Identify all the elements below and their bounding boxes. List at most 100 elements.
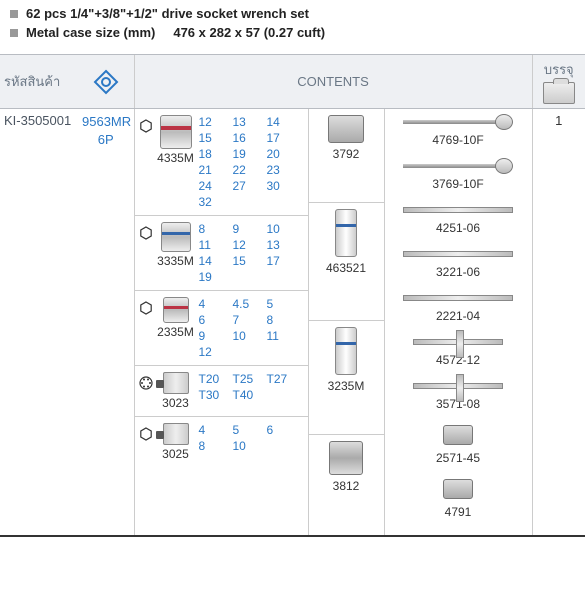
header-row: รหัสสินค้า CONTENTS บรรจุ [0,55,585,109]
size-value: 13 [233,115,263,129]
socket-name: 3335M [157,254,194,268]
size-value: 4 [199,423,229,437]
cell-accessories: 3792 463521 3235M 3812 [308,109,384,537]
tool-cell: 4769-10F [385,109,532,153]
accessory-name: 463521 [326,261,366,275]
size-value: 12 [199,115,229,129]
size-value: 14 [267,115,297,129]
tool-cell: 3571-08 [385,373,532,417]
hex-icon [139,226,153,240]
bullet-square-icon [10,10,18,18]
size-value: 23 [267,163,297,177]
tool-image [403,251,513,257]
size-value: 9 [199,329,229,343]
cell-sockets: 4335M12131415161718192021222324273032333… [134,109,308,537]
tool-image [403,295,513,301]
bullet-2-label: Metal case size (mm) [26,25,155,40]
header-contents: CONTENTS [134,55,532,109]
accessory-name: 3792 [333,147,360,161]
tool-cell: 4572-12 [385,329,532,373]
socket-name: 3023 [162,396,189,410]
model-line1: 9563MR [82,113,130,131]
tool-name: 4769-10F [432,133,483,147]
case-icon [543,82,575,104]
size-value: 10 [267,222,297,236]
size-value: 19 [199,270,229,284]
size-value: 11 [199,238,229,252]
socket-image: 4335M [159,115,193,165]
tool-image [413,339,503,345]
size-value: T40 [233,388,263,402]
model-line2: 6P [82,131,130,149]
size-value: 6 [199,313,229,327]
size-value: 17 [267,254,297,268]
tool-cell: 3769-10F [385,153,532,197]
size-value: 15 [199,131,229,145]
tool-name: 3769-10F [432,177,483,191]
accessory-cell: 3792 [309,109,384,203]
size-value: 8 [199,439,229,453]
bullet-2-text: Metal case size (mm) 476 x 282 x 57 (0.27… [26,25,325,40]
size-value: 32 [199,195,229,209]
size-value: 21 [199,163,229,177]
size-value: 7 [233,313,263,327]
size-value: 27 [233,179,263,193]
torx-icon [139,376,153,390]
size-value: 10 [233,439,263,453]
socket-block: 2335M44.556789101112 [135,291,308,366]
hex-icon [139,119,153,133]
bullet-1-text: 62 pcs 1/4"+3/8"+1/2" drive socket wrenc… [26,6,309,21]
header-qty-label: บรรจุ [537,59,582,80]
contents-table: รหัสสินค้า CONTENTS บรรจุ KI-3505001 956… [0,54,585,537]
accessory-cell: 3235M [309,321,384,435]
header-qty: บรรจุ [532,55,585,109]
size-value: 8 [267,313,297,327]
size-value: 4 [199,297,229,311]
accessory-image [329,441,363,475]
cell-tools: 4769-10F 3769-10F 4251-06 3221-06 2221-04 457… [384,109,532,537]
spec-bullets: 62 pcs 1/4"+3/8"+1/2" drive socket wrenc… [0,0,585,54]
tool-cell: 2571-45 [385,417,532,471]
socket-name: 2335M [157,325,194,339]
accessory-name: 3812 [333,479,360,493]
size-value: 5 [267,297,297,311]
tool-image [403,117,513,127]
tool-cell: 4251-06 [385,197,532,241]
bullet-2-value: 476 x 282 x 57 (0.27 cuft) [173,25,325,40]
tool-image [413,383,503,389]
size-value: T27 [267,372,297,386]
size-value: T20 [199,372,229,386]
socket-name: 3025 [162,447,189,461]
tool-name: 2221-04 [436,309,480,323]
size-value: 10 [233,329,263,343]
cell-qty: 1 [532,109,585,537]
socket-image: 2335M [159,297,193,339]
accessory-cell: 3812 [309,435,384,535]
size-value: 4.5 [233,297,263,311]
tool-name: 4251-06 [436,221,480,235]
socket-sizes: 891011121314151719 [199,222,297,284]
tool-name: 4791 [445,505,472,519]
socket-name: 4335M [157,151,194,165]
hex-icon [139,301,153,315]
cell-sku: KI-3505001 [0,109,78,537]
socket-block: 4335M12131415161718192021222324273032 [135,109,308,216]
size-value: T30 [199,388,229,402]
socket-sizes: 12131415161718192021222324273032 [199,115,297,209]
header-brand [78,55,134,109]
socket-sizes: T20T25T27T30T40 [199,372,297,402]
size-value: 17 [267,131,297,145]
size-value: 9 [233,222,263,236]
socket-block: 3023T20T25T27T30T40 [135,366,308,417]
socket-image: 3335M [159,222,193,268]
cell-model: 9563MR 6P [78,109,134,537]
size-value: 20 [267,147,297,161]
tool-name: 3221-06 [436,265,480,279]
accessory-name: 3235M [328,379,365,393]
size-value: 11 [267,329,297,343]
header-sku: รหัสสินค้า [0,55,78,109]
tool-name: 2571-45 [436,451,480,465]
size-value: 13 [267,238,297,252]
socket-sizes: 44.556789101112 [199,297,297,359]
size-value: 14 [199,254,229,268]
